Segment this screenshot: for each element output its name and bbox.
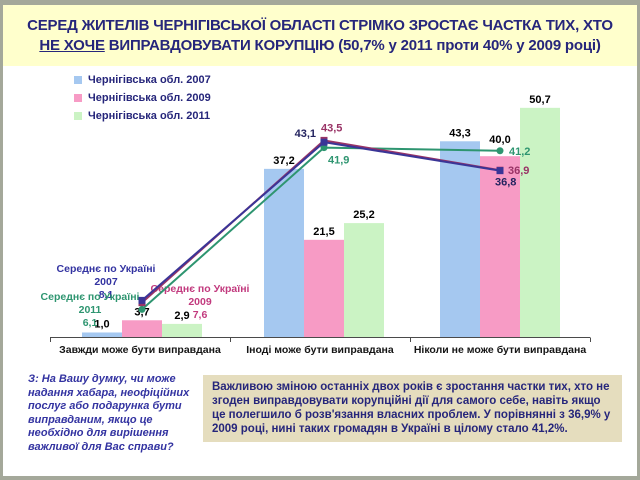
title-line2: НЕ ХОЧЕ ВИПРАВДОВУВАТИ КОРУПЦІЮ (50,7% у… — [3, 36, 637, 56]
line-marker-icon — [138, 305, 146, 313]
chart-legend: Чернігівська обл. 2007 Чернігівська обл.… — [74, 71, 211, 125]
line-value-label: 41,9 — [328, 155, 349, 167]
avg-2009-value: 7,6 — [192, 309, 208, 321]
legend-label: Чернігівська обл. 2007 — [88, 74, 211, 86]
line-value-label: 43,1 — [295, 128, 316, 140]
avg-2007-label: Середнє по Україні — [56, 263, 156, 275]
note-box: Важливою зміною останніх двох років є зр… — [203, 375, 622, 442]
bar-value-label: 43,3 — [449, 127, 470, 139]
avg-2011-annotation: Середнє по Україні 2011 6,1 — [26, 291, 154, 330]
title-line2-rest: ВИПРАВДОВУВАТИ КОРУПЦІЮ (50,7% у 2011 пр… — [104, 36, 601, 54]
line-value-label: 43,5 — [321, 122, 342, 134]
question-text: З: На Вашу думку, чи може надання хабара… — [28, 373, 190, 453]
avg-2011-label: Середнє по Україні — [40, 291, 140, 303]
title-underlined: НЕ ХОЧЕ — [39, 36, 105, 54]
bar-2-1 — [344, 223, 384, 337]
bar-value-label: 21,5 — [313, 226, 334, 238]
bar-value-label: 25,2 — [353, 209, 374, 221]
bar-1-1 — [304, 239, 344, 337]
line-marker-icon — [496, 167, 504, 175]
bar-1-2 — [480, 156, 520, 337]
line-marker-icon — [320, 138, 328, 146]
bar-value-label: 2,9 — [174, 310, 189, 322]
line-marker-icon — [320, 144, 328, 152]
line-value-label: 41,2 — [509, 146, 530, 158]
line-value-label: 36,9 — [508, 165, 529, 177]
legend-label: Чернігівська обл. 2009 — [88, 92, 211, 104]
bar-value-label: 50,7 — [529, 94, 550, 106]
category-label-never: Ніколи не може бути виправдана — [413, 344, 587, 356]
avg-2009-label: Середнє по Україні — [150, 283, 250, 295]
line-marker-icon — [138, 296, 146, 304]
category-label-sometimes: Іноді може бути виправдана — [246, 344, 394, 356]
legend-item-2011: Чернігівська обл. 2011 — [74, 107, 211, 125]
legend-swatch-2009-icon — [74, 94, 82, 102]
bar-value-label: 40,0 — [489, 134, 510, 146]
legend-label: Чернігівська обл. 2011 — [88, 110, 211, 122]
bar-2-2 — [520, 107, 560, 337]
legend-item-2007: Чернігівська обл. 2007 — [74, 71, 211, 89]
legend-item-2009: Чернігівська обл. 2009 — [74, 89, 211, 107]
bar-0-0 — [82, 332, 122, 337]
avg-2011-value: 6,1 — [82, 317, 98, 329]
title-line1: СЕРЕД ЖИТЕЛІВ ЧЕРНІГІВСЬКОЇ ОБЛАСТІ СТРІ… — [27, 16, 613, 34]
bar-2-0 — [162, 323, 202, 337]
legend-swatch-2007-icon — [74, 76, 82, 84]
bar-1-0 — [122, 320, 162, 337]
avg-2007-year: 2007 — [94, 276, 118, 288]
avg-2007-annotation: Середнє по Україні 2007 8,1 — [42, 263, 170, 302]
legend-swatch-2011-icon — [74, 112, 82, 120]
title-band: СЕРЕД ЖИТЕЛІВ ЧЕРНІГІВСЬКОЇ ОБЛАСТІ СТРІ… — [3, 5, 637, 66]
bar-value-label: 1,0 — [94, 318, 109, 330]
line-marker-icon — [496, 147, 504, 155]
avg-2011-year: 2011 — [78, 304, 102, 316]
bar-0-1 — [264, 168, 304, 337]
bar-0-2 — [440, 141, 480, 337]
avg-2009-year: 2009 — [188, 296, 212, 308]
avg-2007-value: 8,1 — [98, 289, 114, 301]
bar-value-label: 37,2 — [273, 155, 294, 167]
category-label-always: Завжди може бути виправдана — [59, 344, 221, 356]
line-value-label: 36,8 — [495, 177, 516, 189]
avg-2009-annotation: Середнє по Україні 2009 7,6 — [138, 283, 262, 322]
